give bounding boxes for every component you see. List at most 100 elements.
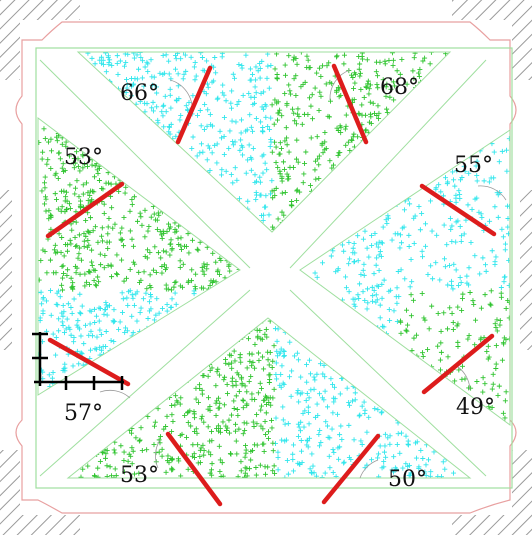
data-marker bbox=[390, 366, 396, 372]
data-marker bbox=[129, 430, 135, 436]
data-marker bbox=[274, 338, 280, 344]
data-marker bbox=[173, 205, 179, 211]
arc-bottom-left bbox=[155, 439, 161, 469]
data-marker bbox=[452, 378, 458, 384]
data-marker bbox=[211, 243, 217, 249]
data-marker bbox=[285, 471, 291, 477]
data-marker bbox=[48, 136, 54, 142]
data-marker bbox=[154, 104, 160, 110]
data-marker bbox=[136, 269, 142, 275]
data-marker bbox=[266, 127, 272, 133]
data-marker bbox=[431, 413, 437, 419]
data-marker bbox=[305, 130, 311, 133]
data-marker bbox=[376, 150, 382, 156]
data-marker bbox=[346, 399, 352, 405]
data-marker bbox=[275, 449, 281, 455]
data-marker bbox=[163, 424, 169, 430]
data-marker bbox=[240, 92, 246, 98]
data-marker bbox=[69, 284, 75, 290]
data-marker bbox=[391, 454, 397, 460]
data-marker bbox=[236, 330, 240, 336]
data-marker bbox=[93, 282, 99, 288]
data-marker bbox=[201, 263, 207, 269]
data-marker bbox=[338, 326, 344, 332]
data-marker bbox=[188, 315, 194, 321]
data-marker bbox=[178, 217, 184, 223]
data-marker bbox=[102, 455, 108, 461]
data-marker bbox=[322, 147, 328, 153]
data-marker bbox=[232, 165, 238, 171]
data-marker bbox=[253, 197, 259, 203]
data-marker bbox=[343, 123, 349, 129]
data-marker bbox=[219, 361, 225, 367]
data-marker bbox=[338, 166, 344, 172]
data-marker bbox=[343, 199, 349, 205]
data-marker bbox=[326, 137, 332, 143]
data-marker bbox=[281, 353, 287, 359]
data-marker bbox=[119, 257, 125, 263]
data-marker bbox=[150, 332, 156, 338]
data-marker bbox=[91, 174, 97, 180]
data-marker bbox=[194, 136, 200, 142]
data-marker bbox=[404, 177, 410, 183]
data-marker bbox=[135, 197, 141, 203]
data-marker bbox=[277, 151, 283, 157]
data-marker bbox=[79, 389, 85, 395]
data-marker bbox=[81, 244, 87, 250]
data-marker bbox=[274, 348, 280, 354]
data-marker bbox=[173, 97, 179, 103]
data-marker bbox=[44, 270, 50, 276]
data-marker bbox=[191, 325, 197, 331]
data-marker bbox=[130, 330, 136, 336]
data-marker bbox=[155, 374, 161, 380]
data-marker bbox=[375, 103, 381, 109]
data-marker bbox=[378, 171, 384, 177]
data-marker bbox=[295, 460, 301, 466]
data-marker bbox=[142, 64, 148, 70]
data-marker bbox=[193, 325, 199, 331]
data-marker bbox=[197, 107, 203, 113]
data-marker bbox=[114, 158, 120, 164]
data-marker bbox=[361, 163, 367, 169]
data-marker bbox=[411, 55, 417, 61]
data-marker bbox=[134, 127, 140, 133]
data-marker bbox=[164, 345, 170, 351]
data-marker bbox=[306, 65, 312, 71]
data-marker bbox=[457, 330, 463, 336]
data-marker bbox=[167, 224, 173, 230]
data-marker bbox=[210, 250, 216, 256]
data-marker bbox=[354, 206, 360, 212]
data-marker bbox=[481, 178, 487, 184]
data-marker bbox=[109, 120, 115, 126]
data-marker bbox=[275, 455, 281, 461]
data-marker bbox=[226, 361, 232, 367]
data-marker bbox=[234, 217, 240, 223]
data-marker bbox=[79, 303, 85, 309]
data-marker bbox=[125, 196, 131, 202]
data-marker bbox=[440, 193, 446, 199]
data-marker bbox=[152, 244, 158, 250]
data-marker bbox=[207, 145, 213, 151]
data-marker bbox=[133, 179, 139, 185]
data-marker bbox=[366, 86, 372, 92]
data-marker bbox=[198, 445, 204, 451]
data-marker bbox=[184, 434, 190, 440]
data-marker bbox=[376, 116, 382, 122]
data-marker bbox=[394, 152, 400, 158]
data-marker bbox=[316, 153, 322, 159]
data-marker bbox=[464, 273, 470, 279]
data-marker bbox=[139, 364, 145, 370]
data-marker bbox=[274, 71, 280, 77]
data-marker bbox=[449, 135, 455, 141]
data-marker bbox=[505, 298, 510, 304]
data-marker bbox=[402, 338, 408, 344]
data-marker bbox=[382, 431, 388, 437]
data-marker bbox=[80, 165, 86, 171]
data-marker bbox=[78, 257, 84, 263]
data-marker bbox=[330, 469, 336, 475]
data-marker bbox=[180, 206, 186, 212]
data-marker bbox=[112, 158, 118, 164]
data-marker bbox=[238, 468, 244, 474]
data-marker bbox=[316, 176, 322, 182]
data-marker bbox=[474, 378, 480, 384]
